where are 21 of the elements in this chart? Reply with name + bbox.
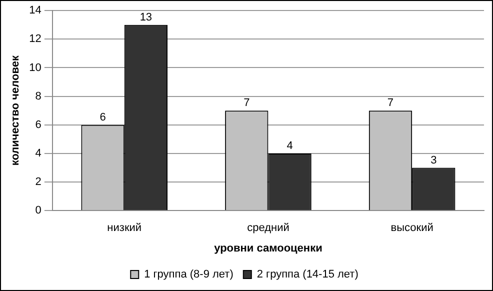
y-axis-title: количество человек xyxy=(10,55,22,166)
y-tick-label: 12 xyxy=(29,33,42,46)
data-label: 13 xyxy=(140,11,152,24)
y-tick-label: 10 xyxy=(29,62,42,74)
x-tick-label: высокий xyxy=(390,222,434,234)
y-tick-label: 8 xyxy=(35,90,42,102)
y-tick-label: 6 xyxy=(35,118,42,131)
data-label: 4 xyxy=(286,140,293,152)
x-tick-label: низкий xyxy=(107,222,142,234)
x-axis-title: уровни самооценки xyxy=(214,242,322,254)
legend-label: 2 группа (14-15 лет) xyxy=(256,268,358,281)
legend-label: 1 группа (8-9 лет) xyxy=(144,268,234,281)
y-tick-label: 2 xyxy=(35,176,42,188)
y-tick-label: 14 xyxy=(29,4,42,17)
data-label: 7 xyxy=(387,97,394,110)
data-label: 3 xyxy=(430,154,437,166)
y-tick-label: 4 xyxy=(35,147,42,160)
data-label: 6 xyxy=(100,111,106,124)
x-tick-label: средний xyxy=(247,222,290,234)
y-tick-label: 0 xyxy=(35,204,42,217)
data-label: 7 xyxy=(244,97,250,110)
